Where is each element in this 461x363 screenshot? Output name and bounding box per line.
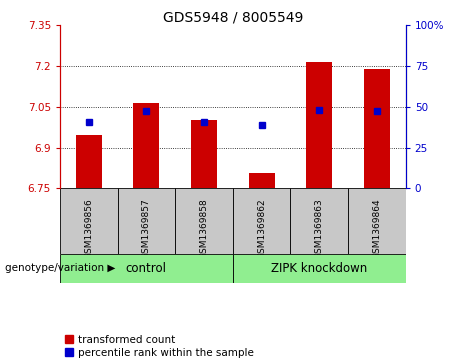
Text: ZIPK knockdown: ZIPK knockdown: [271, 262, 367, 275]
Bar: [60, 253, 233, 283]
Text: GSM1369863: GSM1369863: [315, 198, 324, 259]
Text: genotype/variation ▶: genotype/variation ▶: [5, 263, 115, 273]
Bar: [248, 174, 275, 188]
Title: GDS5948 / 8005549: GDS5948 / 8005549: [163, 10, 303, 24]
Bar: [191, 121, 217, 188]
Bar: [233, 253, 406, 283]
Text: GSM1369862: GSM1369862: [257, 198, 266, 259]
Bar: [364, 69, 390, 188]
Bar: [76, 135, 102, 188]
Legend: transformed count, percentile rank within the sample: transformed count, percentile rank withi…: [65, 335, 254, 358]
Bar: [118, 188, 175, 253]
Text: control: control: [126, 262, 167, 275]
Bar: [306, 62, 332, 188]
Bar: [133, 103, 160, 188]
Text: GSM1369856: GSM1369856: [84, 198, 93, 259]
Text: GSM1369858: GSM1369858: [200, 198, 208, 259]
Bar: [348, 188, 406, 253]
Bar: [290, 188, 348, 253]
Text: GSM1369864: GSM1369864: [372, 198, 381, 259]
Text: GSM1369857: GSM1369857: [142, 198, 151, 259]
Bar: [233, 188, 290, 253]
Bar: [175, 188, 233, 253]
Bar: [60, 188, 118, 253]
